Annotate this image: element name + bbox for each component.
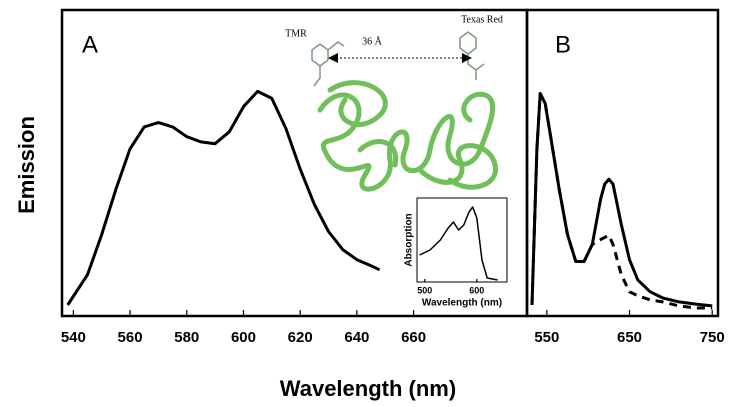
ribbon bbox=[327, 80, 498, 190]
x-tick-label: 640 bbox=[344, 329, 369, 346]
x-tick-label: 500 bbox=[417, 285, 432, 295]
x-tick-label: 580 bbox=[174, 329, 199, 346]
y-axis-title: Emission bbox=[14, 116, 39, 214]
data-line bbox=[419, 206, 498, 281]
annotation: Texas Red bbox=[461, 14, 503, 25]
x-axis-title: Wavelength (nm) bbox=[280, 376, 456, 401]
annotation: A bbox=[82, 31, 98, 58]
annotation: B bbox=[555, 31, 571, 58]
x-tick-label: 750 bbox=[700, 329, 725, 346]
x-tick-label: 560 bbox=[118, 329, 143, 346]
x-tick-label: 620 bbox=[288, 329, 313, 346]
x-tick-label: 660 bbox=[401, 329, 426, 346]
tmr-molecule bbox=[311, 41, 345, 87]
x-tick-label: 550 bbox=[534, 329, 559, 346]
annotation: 36 Å bbox=[362, 35, 383, 47]
x-tick-label: 650 bbox=[617, 329, 642, 346]
annotation: TMR bbox=[285, 28, 307, 39]
inset-x-title: Wavelength (nm) bbox=[422, 298, 502, 309]
data-line bbox=[66, 89, 381, 306]
data-line bbox=[530, 92, 713, 310]
protein-structure bbox=[317, 80, 498, 192]
plot-frame bbox=[416, 197, 508, 283]
inset-y-title: Absorption bbox=[404, 213, 415, 266]
x-tick-label: 540 bbox=[61, 329, 86, 346]
x-tick-label: 600 bbox=[469, 285, 484, 295]
distance-arrow bbox=[328, 53, 472, 63]
plot-frame bbox=[525, 8, 720, 318]
x-tick-label: 600 bbox=[231, 329, 256, 346]
